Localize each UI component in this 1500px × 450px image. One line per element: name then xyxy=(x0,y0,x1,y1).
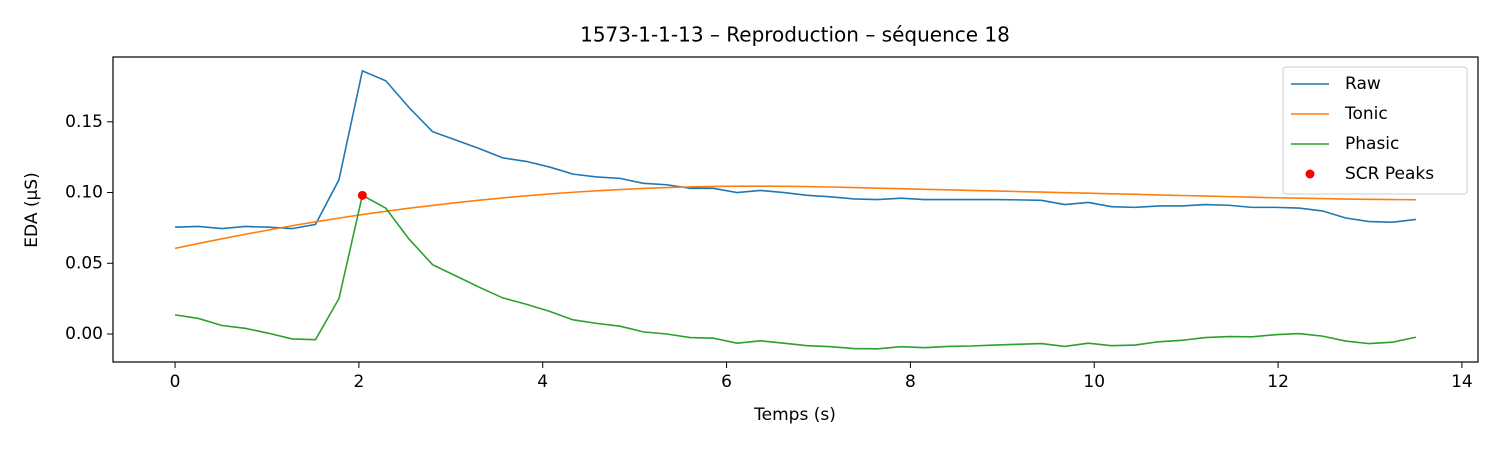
legend-marker xyxy=(1305,169,1315,179)
y-tick-label: 0.15 xyxy=(65,112,103,132)
y-tick-label: 0.10 xyxy=(65,183,103,203)
x-tick-label: 4 xyxy=(537,372,548,392)
chart-title: 1573-1-1-13 – Reproduction – séquence 18 xyxy=(580,23,1010,47)
series-line xyxy=(174,194,1417,350)
scr-peak xyxy=(357,190,367,200)
x-tick-label: 12 xyxy=(1267,372,1289,392)
legend-label: SCR Peaks xyxy=(1345,164,1434,184)
x-tick-label: 6 xyxy=(721,372,732,392)
x-tick-label: 14 xyxy=(1451,372,1473,392)
series-line xyxy=(175,69,1417,230)
series-line xyxy=(174,185,1416,250)
x-tick-label: 2 xyxy=(353,372,364,392)
y-tick-label: 0.00 xyxy=(65,324,103,344)
legend-label: Tonic xyxy=(1344,104,1388,124)
legend-box xyxy=(1282,66,1468,195)
x-tick-label: 0 xyxy=(170,372,181,392)
plot-frame xyxy=(112,56,1479,363)
y-axis-label: EDA (µS) xyxy=(22,172,42,247)
x-tick-label: 10 xyxy=(1083,372,1105,392)
x-axis-label: Temps (s) xyxy=(753,405,836,425)
legend-label: Phasic xyxy=(1345,134,1399,154)
x-tick-label: 8 xyxy=(905,372,916,392)
y-tick-label: 0.05 xyxy=(65,253,103,273)
legend-label: Raw xyxy=(1345,74,1381,94)
